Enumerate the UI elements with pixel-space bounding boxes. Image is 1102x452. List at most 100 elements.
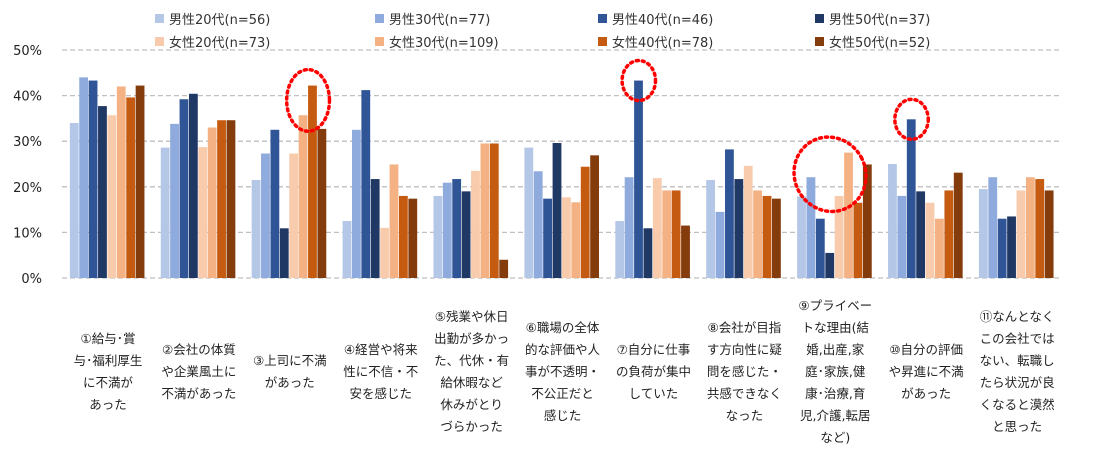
bar-3-0 (98, 106, 107, 278)
bar-7-6 (681, 225, 690, 278)
bar-1-2 (261, 153, 270, 278)
category-label-line: ⑥職場の全体 (525, 320, 600, 335)
bar-5-2 (298, 115, 308, 278)
bar-5-9 (935, 218, 944, 278)
category-label-line: づらかった (440, 419, 503, 434)
bar-2-10 (997, 218, 1007, 278)
bar-7-4 (499, 259, 509, 278)
bar-5-7 (753, 190, 763, 278)
category-label: ⑪なんとなく この会社では ない、転職し たら状況が良 くなると漠然 と思った (971, 306, 1063, 438)
category-label-line: していた (628, 386, 679, 401)
legend-label: 男性30代(n=77) (389, 13, 491, 28)
bar-7-9 (953, 172, 963, 278)
category-label-line: の負荷が集中 (615, 364, 691, 379)
bar-3-5 (552, 143, 562, 278)
y-tick-label: 0% (21, 272, 42, 287)
category-label-line: 安を感じた (349, 386, 412, 401)
legend-item: 女性40代(n=78) (598, 32, 713, 51)
category-label-line: ③上司に不満 (252, 353, 327, 368)
bar-5-10 (1025, 177, 1035, 278)
bar-2-8 (815, 218, 825, 278)
category-label-line: 婚,出産,家 (806, 342, 865, 357)
legend-item: 男性40代(n=46) (598, 9, 713, 28)
category-label-line: など) (820, 430, 851, 445)
legend-swatch (815, 37, 824, 46)
legend-label: 女性30代(n=109) (389, 36, 499, 51)
category-label-line: ⑦自分に仕事 (616, 342, 691, 357)
legend-item: 男性50代(n=37) (815, 9, 930, 28)
category-label-line: ①給与･賞 (80, 331, 136, 346)
bar-2-1 (179, 99, 189, 278)
category-label: ②会社の体質 や企業風土に 不満があった (153, 339, 245, 405)
bar-1-10 (988, 177, 998, 278)
category-label-line: や昇進に不満 (888, 364, 964, 379)
bar-3-7 (734, 179, 744, 278)
bar-3-10 (1007, 216, 1016, 278)
bar-0-10 (978, 189, 988, 278)
category-label-line: あった (89, 397, 127, 412)
bar-0-4 (433, 195, 443, 278)
bar-7-10 (1044, 190, 1054, 278)
category-label: ④経営や将来 性に不信・不 安を感じた (335, 339, 427, 405)
y-tick-label: 50% (13, 44, 42, 59)
bar-3-1 (188, 93, 198, 278)
bar-6-3 (398, 195, 408, 278)
bar-1-1 (170, 123, 179, 278)
category-label-line: 休みがとり (440, 397, 503, 412)
bar-4-8 (834, 195, 844, 278)
bar-7-0 (135, 85, 145, 279)
legend-item: 男性30代(n=77) (375, 9, 490, 28)
bar-5-1 (207, 127, 217, 279)
category-label-line: 感じた (543, 408, 582, 423)
category-label-line: 康･治療,育 (805, 386, 866, 401)
bar-6-10 (1035, 179, 1045, 278)
category-label-line: 与･福利厚生 (73, 353, 143, 368)
category-label-line: ⑩自分の評価 (889, 342, 964, 357)
bar-2-7 (725, 149, 734, 278)
legend-swatch (155, 37, 164, 46)
bar-2-5 (543, 198, 552, 278)
bar-2-9 (906, 119, 916, 278)
y-tick-label: 10% (13, 226, 42, 241)
category-label-line: や企業風土に (161, 364, 237, 379)
category-label: ⑦自分に仕事 の負荷が集中 していた (607, 339, 699, 405)
highlight-ellipse (620, 58, 658, 103)
legend-label: 男性50代(n=37) (829, 13, 931, 28)
bar-3-4 (461, 191, 471, 278)
bar-1-0 (79, 77, 89, 278)
bar-6-2 (308, 85, 317, 279)
bar-6-4 (489, 143, 499, 278)
category-label-line: ⑤残業や休日 (434, 309, 509, 324)
bar-0-9 (888, 164, 897, 278)
bar-7-5 (590, 155, 599, 278)
bar-0-1 (160, 147, 170, 278)
bar-2-6 (634, 80, 643, 278)
bar-1-8 (806, 177, 816, 278)
category-label-line: ②会社の体質 (162, 342, 236, 357)
bar-0-6 (615, 221, 625, 278)
bar-3-2 (279, 228, 289, 278)
category-label: ⑨プライベー トな理由(結 婚,出産,家 庭･家族,健 康･治療,育 児,介護,転居 など) (789, 295, 881, 449)
bar-6-6 (671, 190, 681, 278)
category-label-line: たら状況が良 (979, 375, 1055, 390)
bar-6-8 (853, 202, 863, 278)
category-label: ③上司に不満 があった (244, 350, 336, 394)
bar-7-1 (226, 120, 236, 278)
bar-5-8 (844, 152, 853, 278)
bar-4-4 (471, 170, 480, 278)
bar-6-9 (944, 190, 954, 278)
bar-7-8 (862, 164, 872, 278)
category-label-line: 給休暇など (440, 375, 503, 390)
legend-label: 女性50代(n=52) (829, 36, 931, 51)
category-label: ⑧会社が目指 す方向性に疑 問を感じた・ 共感できなく なった (698, 317, 790, 427)
category-label-line: 的な評価や人 (525, 342, 601, 357)
bar-6-7 (762, 195, 772, 278)
category-label-line: 共感できなく (706, 386, 782, 401)
legend-label: 女性40代(n=78) (612, 36, 714, 51)
category-label-line: ⑨プライベー (798, 298, 873, 313)
category-label-line: 性に不信・不 (343, 364, 419, 379)
bar-1-3 (351, 129, 361, 278)
bar-4-10 (1016, 190, 1026, 278)
category-label-line: ⑪なんとなく (979, 309, 1055, 324)
bar-5-0 (116, 86, 126, 278)
